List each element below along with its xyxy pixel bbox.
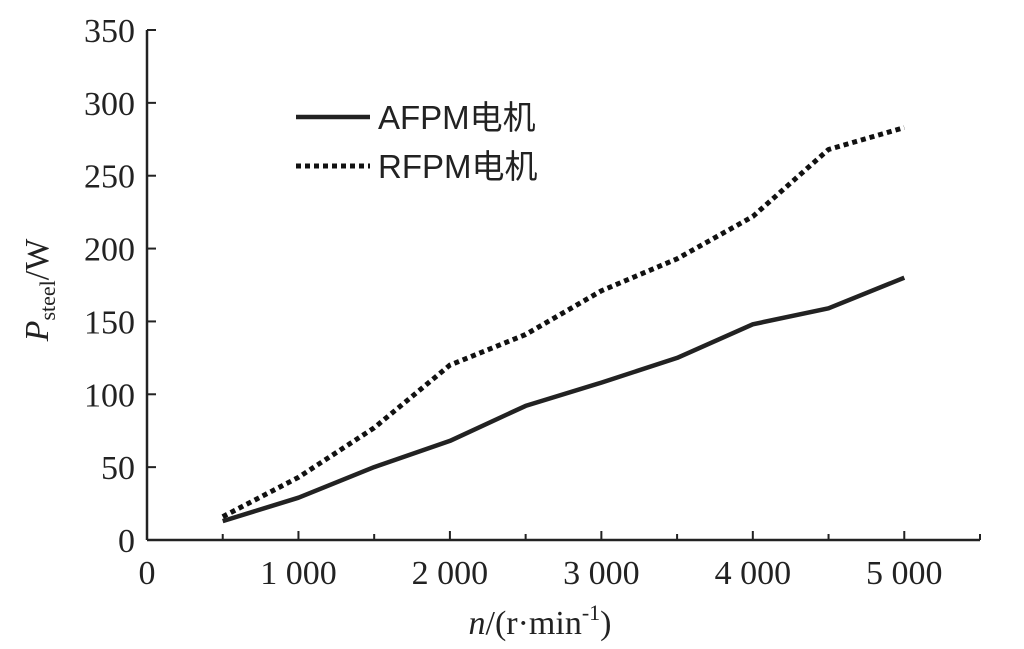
x-tick-label: 5 000 [866, 555, 943, 592]
x-axis-title-symbol: n [469, 605, 486, 642]
y-ticks: 0 50 100 150 200 250 300 350 [84, 13, 156, 560]
series-line-2 [221, 125, 905, 519]
y-tick-label: 300 [84, 86, 135, 123]
y-axis-title: Psteel/W [19, 238, 60, 343]
x-tick-label: 2 000 [412, 555, 489, 592]
legend: AFPM电机 RFPM电机 [296, 99, 538, 185]
axes [145, 30, 980, 542]
y-axis-title-unit: /W [19, 238, 56, 280]
y-tick-label: 150 [84, 304, 135, 341]
x-axis-title-close: ) [600, 605, 611, 642]
legend-label: AFPM电机 [378, 99, 536, 136]
series-line-1 [222, 275, 906, 524]
y-tick-label: 50 [101, 450, 135, 487]
y-axis-title-symbol: P [19, 321, 56, 343]
y-tick-label: 350 [84, 13, 135, 50]
x-axis-title-superscript: -1 [582, 600, 600, 625]
x-tick-label: 3 000 [563, 555, 640, 592]
x-axis-title-unit: /(r·min [486, 605, 582, 642]
y-tick-label: 0 [118, 523, 135, 560]
y-tick-label: 100 [84, 377, 135, 414]
x-tick-label: 4 000 [715, 555, 792, 592]
x-tick-label: 0 [139, 555, 156, 592]
x-axis-title: n/(r·min-1) [469, 600, 612, 642]
legend-label: RFPM电机 [378, 148, 538, 185]
x-tick-label: 1 000 [260, 555, 337, 592]
y-axis-title-subscript: steel [35, 280, 60, 320]
y-tick-label: 200 [84, 232, 135, 269]
y-tick-label: 250 [84, 159, 135, 196]
x-ticks: 0 1 000 2 000 3 000 4 000 5 000 [139, 531, 981, 592]
series-layer [221, 125, 906, 524]
